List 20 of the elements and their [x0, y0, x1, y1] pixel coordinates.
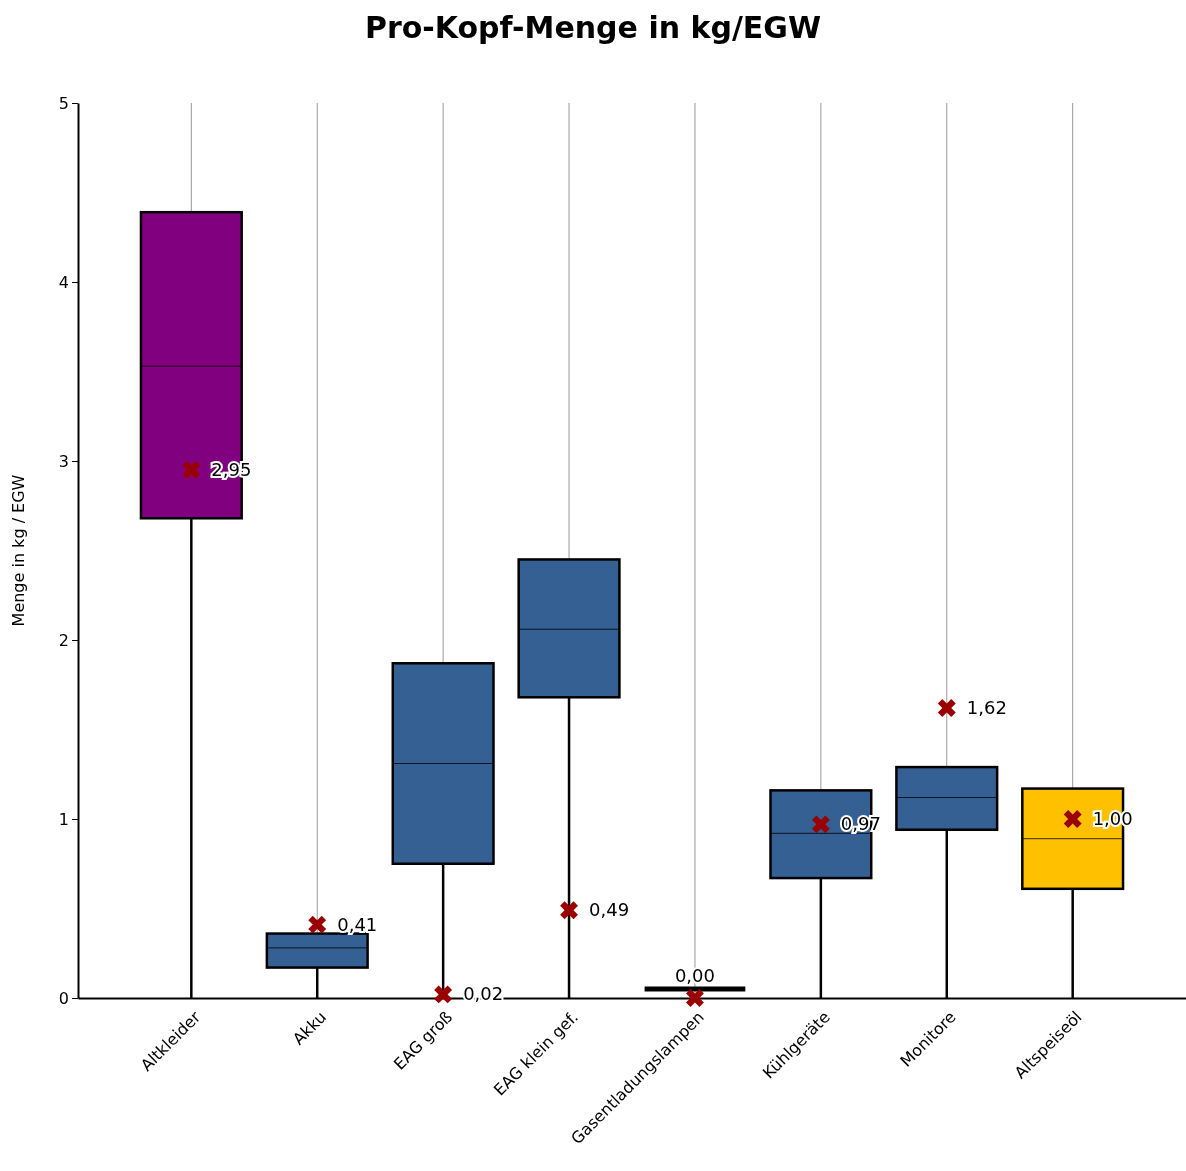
point [686, 989, 704, 1007]
y-axis-title: Menge in kg / EGW [9, 474, 28, 627]
point [560, 901, 578, 920]
point [308, 915, 327, 934]
data-label: 0,49 [589, 899, 630, 921]
point [434, 985, 453, 1004]
data-label: 1,62 [966, 697, 1007, 719]
point [937, 699, 956, 717]
chart-title: Pro-Kopf-Menge in kg/EGW [364, 10, 822, 45]
point [811, 815, 830, 834]
data-label: 0,41 [337, 913, 378, 935]
y-tick-label: 4 [58, 272, 69, 292]
y-tick-label: 1 [58, 809, 69, 829]
point [182, 461, 201, 479]
y-tick-label: 2 [58, 630, 69, 650]
y-tick-label: 0 [58, 988, 69, 1008]
point [1063, 810, 1082, 828]
y-tick-label: 3 [58, 451, 69, 471]
y-tick-label: 5 [58, 93, 69, 113]
data-label: 0,00 [674, 965, 715, 986]
